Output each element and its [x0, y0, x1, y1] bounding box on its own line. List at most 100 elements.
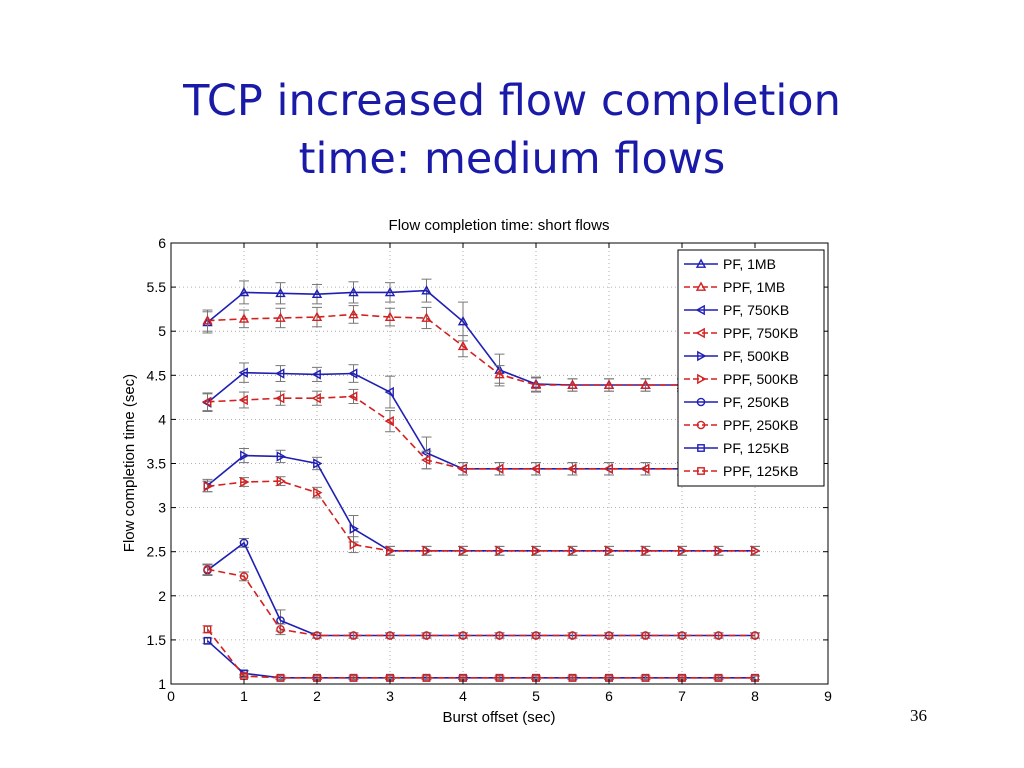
legend-label: PF, 750KB [723, 302, 789, 318]
data-point-marker [531, 631, 541, 640]
series-line [207, 568, 755, 637]
legend-entry: PPF, 500KB [684, 371, 799, 387]
legend-entry: PF, 500KB [684, 348, 789, 364]
data-point-marker [459, 545, 469, 557]
data-point-marker [275, 287, 286, 298]
data-point-marker [696, 397, 706, 407]
data-point-marker [457, 463, 467, 474]
legend-label: PF, 250KB [723, 394, 789, 410]
legend-label: PPF, 250KB [723, 417, 799, 433]
legend-entry: PF, 250KB [684, 394, 789, 410]
legend-label: PPF, 750KB [723, 325, 799, 341]
x-tick-label: 4 [459, 688, 467, 704]
data-point-marker [312, 631, 322, 640]
data-point-marker [348, 368, 358, 379]
data-point-marker [567, 379, 578, 389]
legend-entry: PF, 125KB [684, 440, 789, 456]
data-point-marker [422, 631, 431, 640]
data-point-marker [421, 285, 432, 295]
data-point-marker [640, 379, 651, 389]
x-tick-label: 3 [386, 688, 394, 704]
series-line [207, 480, 755, 552]
legend-entry: PPF, 125KB [684, 463, 799, 479]
data-point-marker [239, 572, 249, 581]
y-tick-label: 1 [158, 676, 166, 692]
data-point-marker [495, 545, 505, 557]
page-number: 36 [910, 706, 927, 725]
data-point-marker [695, 304, 705, 316]
legend-entry: PPF, 1MB [684, 279, 785, 295]
series-ppf-500kb [202, 475, 761, 557]
data-point-marker [494, 463, 504, 474]
series-ppf-250kb [202, 563, 760, 640]
data-point-marker [275, 393, 285, 404]
x-tick-label: 6 [605, 688, 613, 704]
x-axis-label: Burst offset (sec) [442, 709, 555, 726]
y-tick-label: 4 [158, 411, 166, 427]
slide-title: TCP increased flow completion time: medi… [183, 76, 841, 184]
data-point-marker [697, 444, 705, 452]
data-point-marker [386, 545, 396, 557]
data-point-marker [750, 631, 760, 640]
x-tick-label: 1 [240, 688, 248, 704]
data-point-marker [605, 545, 615, 557]
data-point-marker [603, 463, 613, 474]
legend-label: PF, 125KB [723, 440, 789, 456]
x-tick-label: 8 [751, 688, 759, 704]
data-point-marker [530, 379, 542, 389]
chart-title: Flow completion time: short flows [389, 217, 610, 234]
data-point-marker [568, 545, 578, 557]
legend: PF, 1MB PPF, 1MB PF, 750KB PPF, 750KB PF, 50… [677, 249, 825, 487]
data-point-marker [457, 340, 469, 351]
series-line [207, 395, 755, 470]
data-point-marker [311, 369, 321, 380]
x-tick-label: 0 [167, 688, 175, 704]
legend-label: PF, 1MB [723, 256, 776, 272]
x-tick-label: 9 [824, 688, 832, 704]
data-point-marker [422, 545, 432, 557]
y-tick-label: 4.5 [147, 367, 167, 383]
data-point-marker [238, 367, 248, 378]
data-point-marker [695, 258, 707, 268]
data-point-marker [311, 311, 323, 321]
data-point-marker [697, 467, 705, 475]
data-point-marker [311, 393, 321, 404]
data-point-marker [348, 286, 359, 297]
series-ppf-125kb [202, 625, 760, 682]
legend-label: PPF, 125KB [723, 463, 799, 479]
data-point-marker [238, 286, 250, 297]
series-line [207, 313, 755, 386]
data-point-marker [203, 636, 212, 645]
data-point-marker [603, 379, 615, 389]
legend-entry: PF, 750KB [684, 302, 789, 318]
data-point-marker [275, 312, 286, 322]
data-point-marker [458, 631, 468, 640]
y-tick-label: 2 [158, 588, 166, 604]
data-point-marker [641, 545, 651, 557]
data-point-marker [495, 631, 504, 640]
data-point-marker [751, 545, 761, 557]
data-point-marker [349, 539, 359, 550]
data-point-marker [568, 673, 577, 682]
y-tick-label: 2.5 [147, 544, 167, 560]
data-point-marker [202, 315, 213, 325]
legend-entry: PF, 1MB [684, 256, 776, 272]
data-point-marker [695, 327, 705, 339]
data-point-marker [567, 463, 577, 474]
data-point-marker [714, 631, 723, 640]
data-point-marker [641, 673, 650, 682]
data-point-marker [696, 420, 706, 430]
data-point-marker [421, 312, 432, 322]
data-point-marker [384, 286, 396, 297]
y-tick-label: 3 [158, 500, 166, 516]
data-point-marker [714, 545, 724, 557]
data-point-marker [349, 673, 358, 682]
x-tick-label: 7 [678, 688, 686, 704]
data-point-marker [311, 288, 323, 299]
x-tick-label: 2 [313, 688, 321, 704]
data-point-marker [422, 673, 431, 682]
data-point-marker [695, 281, 707, 291]
data-point-marker [385, 631, 395, 640]
data-point-marker [275, 368, 285, 379]
legend-label: PPF, 500KB [723, 371, 799, 387]
